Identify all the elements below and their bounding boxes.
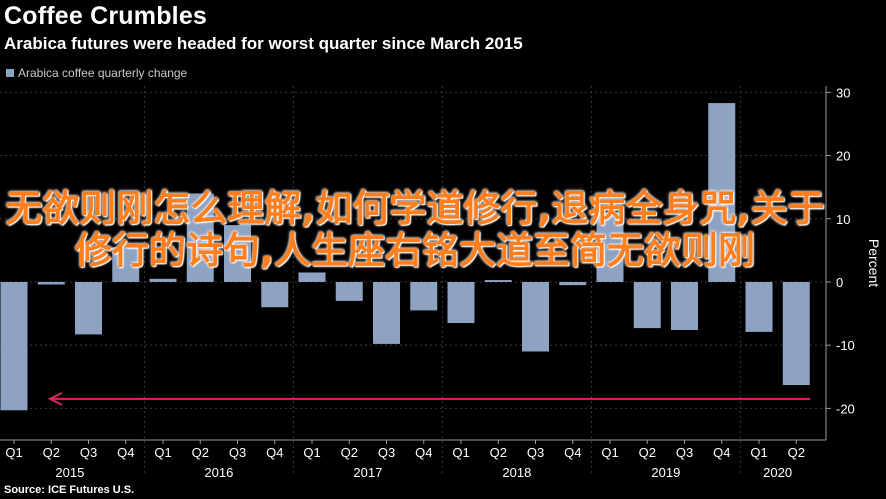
bar <box>0 281 28 411</box>
x-tick-label: Q3 <box>378 445 395 460</box>
x-tick-label: Q2 <box>490 445 507 460</box>
y-tick-label: -10 <box>836 338 855 353</box>
x-tick-label: Q1 <box>750 445 767 460</box>
y-tick-label: 30 <box>836 85 850 100</box>
bar <box>484 280 512 282</box>
bar <box>522 281 549 352</box>
x-tick-label: Q2 <box>341 445 358 460</box>
y-tick-label: 10 <box>836 212 850 227</box>
source-note: Source: ICE Futures U.S. <box>4 484 135 496</box>
overlay-text: 无欲则刚怎么理解,如何学道修行,退病全身咒,关于修行的诗句,人生座右铭大道至简无… <box>5 187 825 272</box>
bar <box>559 281 587 286</box>
bar <box>447 281 475 324</box>
annotation-arrow-head <box>47 392 63 406</box>
bar <box>37 281 65 285</box>
bar <box>745 281 773 332</box>
legend-label: Arabica coffee quarterly change <box>18 66 188 80</box>
legend-swatch <box>6 69 14 77</box>
x-tick-label: Q1 <box>154 445 171 460</box>
y-tick-label: 0 <box>836 275 843 290</box>
bar <box>410 281 438 311</box>
x-tick-label: Q1 <box>5 445 22 460</box>
bar <box>782 281 810 386</box>
x-tick-label: Q4 <box>266 445 283 460</box>
x-tick-label: Q4 <box>117 445 134 460</box>
x-tick-label: Q1 <box>452 445 469 460</box>
bar <box>224 225 251 282</box>
y-axis-label: Percent <box>866 239 882 287</box>
legend: Arabica coffee quarterly change <box>6 66 187 80</box>
bar <box>186 193 214 282</box>
x-tick-label: Q3 <box>80 445 97 460</box>
x-tick-label: Q2 <box>43 445 60 460</box>
bar <box>596 212 624 282</box>
x-year-label: 2015 <box>55 465 84 480</box>
y-tick-label: 20 <box>836 149 850 164</box>
x-tick-label: Q4 <box>564 445 581 460</box>
bar <box>708 103 736 282</box>
bar <box>149 278 177 282</box>
x-tick-label: Q4 <box>713 445 730 460</box>
x-year-label: 2016 <box>204 465 233 480</box>
chart-title: Coffee Crumbles <box>4 2 208 30</box>
x-tick-label: Q2 <box>788 445 805 460</box>
bar <box>633 281 661 329</box>
x-tick-label: Q1 <box>601 445 618 460</box>
x-tick-label: Q2 <box>192 445 209 460</box>
x-year-label: 2017 <box>353 465 382 480</box>
bar <box>75 281 102 335</box>
bar <box>298 272 326 282</box>
bar <box>671 281 698 331</box>
x-tick-label: Q3 <box>229 445 246 460</box>
x-year-label: 2018 <box>502 465 531 480</box>
bar <box>335 281 363 301</box>
x-tick-label: Q4 <box>415 445 432 460</box>
bar <box>373 281 400 344</box>
bar <box>112 247 140 282</box>
x-year-label: 2019 <box>651 465 680 480</box>
y-tick-label: -20 <box>836 401 855 416</box>
bar <box>261 281 289 308</box>
chart-subtitle: Arabica futures were headed for worst qu… <box>4 34 523 53</box>
x-tick-label: Q3 <box>676 445 693 460</box>
x-tick-label: Q3 <box>527 445 544 460</box>
x-tick-label: Q1 <box>303 445 320 460</box>
x-tick-label: Q2 <box>639 445 656 460</box>
x-year-label: 2020 <box>763 465 792 480</box>
